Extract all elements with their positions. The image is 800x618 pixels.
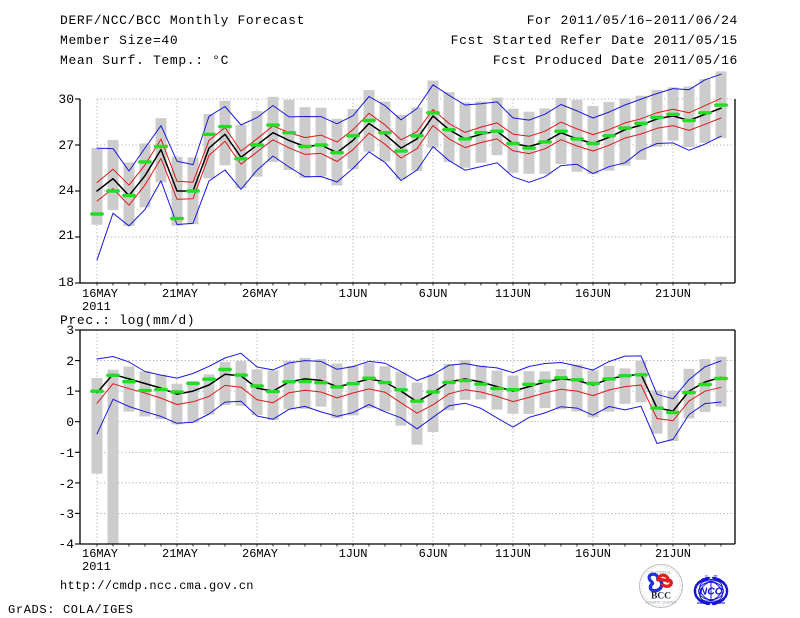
svg-text:BCC: BCC — [651, 592, 671, 602]
svg-text:NCC: NCC — [700, 586, 723, 598]
